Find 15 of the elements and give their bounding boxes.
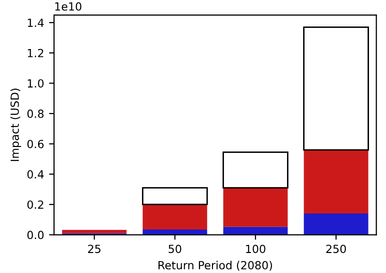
- y-tick-label: 0.2: [27, 200, 44, 209]
- y-axis-title: Impact (USD): [10, 88, 22, 161]
- y-tick-label: 0.0: [27, 230, 44, 240]
- y-tick-label: 1.4: [28, 18, 44, 27]
- x-tick-label: 250: [326, 244, 346, 254]
- x-tick-label: 25: [88, 244, 100, 254]
- y-tick-label: 0.6: [27, 140, 44, 148]
- y-tick-label: 0.4: [27, 170, 44, 179]
- y-tick-label: 1.0: [28, 79, 44, 88]
- x-tick-label: 50: [168, 244, 182, 254]
- text: 1e10: [55, 2, 82, 11]
- y-tick-label: 1.2: [28, 48, 44, 58]
- x-axis-title: Return Period (2080): [158, 260, 272, 271]
- y-tick-label: 0.8: [27, 110, 44, 118]
- x-tick-label: 100: [246, 244, 266, 254]
